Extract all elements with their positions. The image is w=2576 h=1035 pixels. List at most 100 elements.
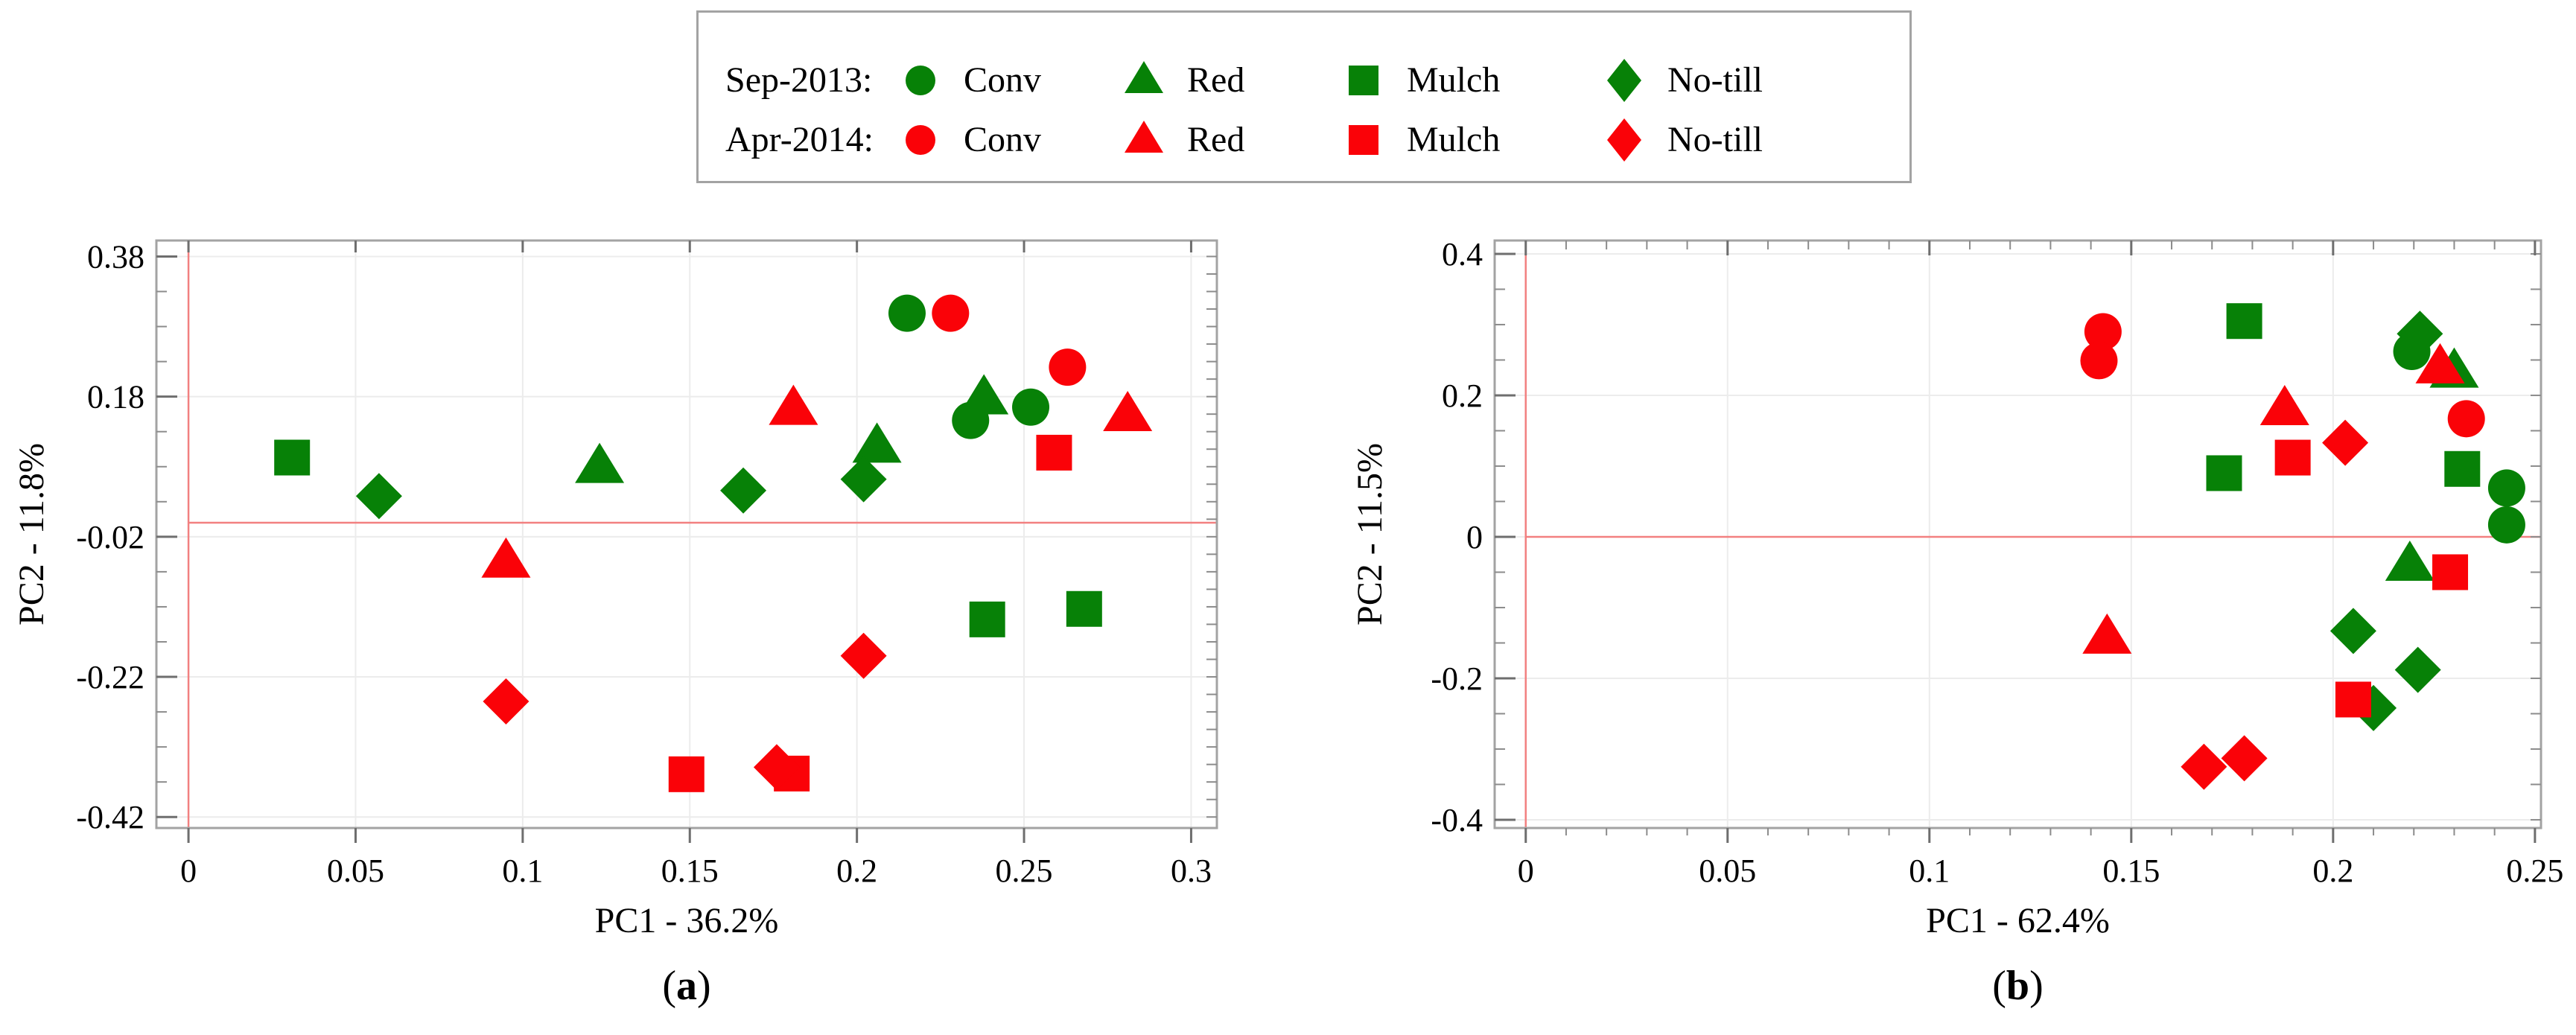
legend-item-label: Red bbox=[1187, 60, 1245, 100]
point-Sep-2013-Mulch bbox=[969, 601, 1005, 637]
legend-item-label: Conv bbox=[964, 119, 1042, 159]
legend-item-conv: Conv bbox=[897, 56, 1120, 104]
x-tick-label: 0.05 bbox=[327, 853, 384, 889]
legend-item-label: Mulch bbox=[1407, 60, 1501, 100]
point-Sep-2013-No-till bbox=[720, 467, 767, 514]
point-Apr-2014-Red bbox=[2259, 384, 2309, 425]
legend-item-label: No-till bbox=[1667, 60, 1763, 100]
y-tick-label: -0.2 bbox=[1431, 660, 1483, 697]
legend-item-no-till: No-till bbox=[1600, 56, 1846, 104]
legend-item-label: Mulch bbox=[1407, 119, 1501, 159]
point-Apr-2014-Red bbox=[769, 384, 818, 425]
x-tick-label: 0.3 bbox=[1171, 853, 1212, 889]
legend-item-no-till: No-till bbox=[1600, 115, 1846, 163]
point-Sep-2013-Conv bbox=[2487, 469, 2525, 507]
point-Apr-2014-No-till bbox=[2181, 743, 2227, 790]
triangle-marker-icon bbox=[1125, 61, 1163, 93]
triangle-marker-icon bbox=[1125, 121, 1163, 153]
point-Apr-2014-No-till bbox=[2221, 735, 2268, 782]
point-Sep-2013-Conv bbox=[1012, 388, 1050, 426]
point-Apr-2014-Conv bbox=[2084, 313, 2122, 351]
y-tick-label: -0.02 bbox=[76, 519, 144, 555]
y-axis-label: PC2 - 11.5% bbox=[1350, 443, 1390, 625]
y-tick-label: -0.22 bbox=[76, 659, 144, 695]
square-marker-icon bbox=[1349, 125, 1378, 155]
point-Sep-2013-Red bbox=[575, 442, 625, 483]
point-Sep-2013-No-till bbox=[840, 456, 887, 503]
square-marker-icon bbox=[1349, 66, 1378, 95]
point-Sep-2013-No-till bbox=[2394, 646, 2441, 693]
triangle-marker-icon bbox=[1125, 61, 1163, 93]
point-Sep-2013-No-till bbox=[2397, 310, 2443, 357]
legend-row-sep-2013: Sep-2013: Conv Red Mulch No-till bbox=[725, 50, 1909, 109]
point-Sep-2013-Mulch bbox=[274, 439, 311, 476]
point-Apr-2014-Red bbox=[1103, 391, 1153, 432]
x-tick-label: 0.2 bbox=[2312, 853, 2353, 889]
legend-item-mulch: Mulch bbox=[1340, 56, 1600, 104]
point-Apr-2014-Conv bbox=[1049, 348, 1087, 386]
x-tick-label: 0.15 bbox=[661, 853, 719, 889]
y-tick-label: 0.18 bbox=[87, 379, 144, 415]
diamond-marker-icon bbox=[1607, 118, 1641, 162]
circle-marker-icon bbox=[906, 66, 935, 95]
x-tick-label: 0.2 bbox=[836, 853, 877, 889]
x-tick-label: 0.15 bbox=[2102, 853, 2160, 889]
chart-a: 0.38 0.18 -0.02 -0.22 -0.42 0 0.05 0.1 0.15 0.2 0.… bbox=[12, 238, 1218, 1009]
point-Apr-2014-No-till bbox=[753, 744, 800, 791]
y-tick-label: 0 bbox=[1466, 519, 1483, 555]
triangle-marker-icon bbox=[1125, 121, 1163, 153]
x-tick-label: 0 bbox=[180, 853, 197, 889]
diamond-marker-icon bbox=[1607, 59, 1641, 102]
point-Sep-2013-Mulch bbox=[2444, 450, 2481, 487]
x-tick-label: 0.1 bbox=[1909, 853, 1950, 889]
circle-marker-icon bbox=[906, 125, 935, 155]
y-tick-label: -0.4 bbox=[1431, 802, 1483, 838]
point-Sep-2013-Red bbox=[2385, 540, 2435, 581]
legend-row-apr-2014: Apr-2014: Conv Red Mulch No-till bbox=[725, 109, 1909, 169]
y-axis-label: PC2 - 11.8% bbox=[12, 443, 51, 625]
circle-marker-icon bbox=[906, 125, 935, 155]
legend-item-red: Red bbox=[1120, 115, 1340, 163]
point-Sep-2013-Conv bbox=[2487, 506, 2525, 544]
x-tick-label: 0.25 bbox=[2506, 853, 2563, 889]
point-Sep-2013-Mulch bbox=[2206, 455, 2242, 491]
point-Apr-2014-No-till bbox=[483, 678, 529, 724]
y-tick-label: 0.38 bbox=[87, 238, 144, 275]
x-axis-label: PC1 - 36.2% bbox=[595, 901, 779, 940]
y-tick-label: 0.4 bbox=[1442, 236, 1483, 273]
point-Apr-2014-Mulch bbox=[2432, 554, 2469, 590]
circle-marker-icon bbox=[906, 66, 935, 95]
diamond-marker-icon bbox=[1607, 59, 1641, 102]
point-Sep-2013-Mulch bbox=[2226, 303, 2262, 340]
plot-frame bbox=[155, 239, 1218, 829]
x-tick-label: 0.05 bbox=[1699, 853, 1756, 889]
point-Sep-2013-Red bbox=[959, 374, 1009, 415]
point-Apr-2014-Mulch bbox=[668, 756, 705, 792]
plot-frame bbox=[1493, 239, 2542, 829]
point-Apr-2014-No-till bbox=[2322, 419, 2369, 466]
x-tick-label: 0 bbox=[1518, 853, 1534, 889]
point-Apr-2014-Conv bbox=[2080, 342, 2118, 380]
legend-item-label: Red bbox=[1187, 119, 1245, 159]
x-tick-label: 0.25 bbox=[996, 853, 1053, 889]
point-Sep-2013-Mulch bbox=[1066, 590, 1102, 627]
point-Apr-2014-Conv bbox=[932, 294, 970, 332]
panel-caption: (b) bbox=[1992, 963, 2043, 1009]
legend-item-red: Red bbox=[1120, 56, 1340, 104]
diamond-marker-icon bbox=[1607, 118, 1641, 162]
y-tick-label: -0.42 bbox=[76, 799, 144, 835]
point-Sep-2013-Conv bbox=[888, 294, 926, 332]
point-Apr-2014-No-till bbox=[840, 632, 887, 679]
panel-caption: (a) bbox=[662, 963, 710, 1009]
point-Apr-2014-Mulch bbox=[2335, 681, 2371, 718]
point-Apr-2014-Mulch bbox=[1036, 434, 1072, 471]
legend-item-label: Conv bbox=[964, 60, 1042, 100]
legend-season-label: Apr-2014: bbox=[725, 119, 874, 159]
point-Apr-2014-Red bbox=[2415, 343, 2465, 383]
point-Apr-2014-Red bbox=[2082, 613, 2132, 654]
legend-item-label: No-till bbox=[1667, 119, 1763, 159]
x-tick-label: 0.1 bbox=[502, 853, 543, 889]
square-marker-icon bbox=[1349, 66, 1378, 95]
point-Apr-2014-Conv bbox=[2447, 400, 2485, 438]
